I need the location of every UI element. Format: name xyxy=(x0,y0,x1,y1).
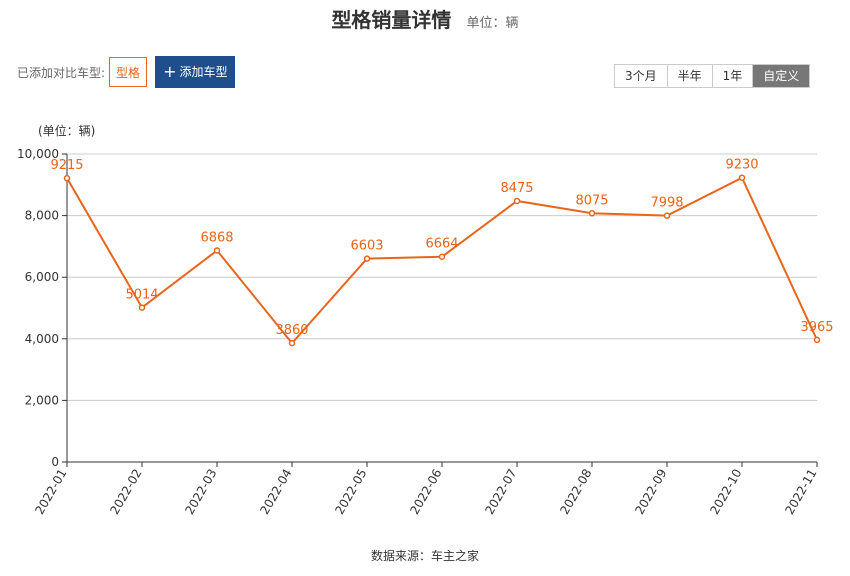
data-label: 5014 xyxy=(125,288,158,303)
x-tick-label: 2022-07 xyxy=(482,467,519,517)
y-tick-label: 8,000 xyxy=(25,209,59,223)
data-source: 数据来源：车主之家 xyxy=(370,549,479,563)
add-model-label: 添加车型 xyxy=(179,65,228,79)
range-1-year-button[interactable]: 1年 xyxy=(712,65,754,87)
data-point xyxy=(738,174,746,181)
title-unit: 单位：辆 xyxy=(466,16,519,31)
data-point xyxy=(663,212,671,219)
data-label: 6603 xyxy=(350,239,383,254)
y-axis-unit-label: (单位：辆) xyxy=(38,124,96,138)
series-line xyxy=(66,176,818,345)
data-point xyxy=(213,247,221,254)
data-point xyxy=(138,304,146,311)
compare-label: 已添加对比车型: xyxy=(17,65,106,80)
y-tick-label: 2,000 xyxy=(25,393,59,407)
data-point xyxy=(438,253,446,260)
data-label: 6664 xyxy=(425,237,458,252)
x-tick-label: 2022-08 xyxy=(557,467,594,517)
plus-icon: + xyxy=(163,62,177,81)
data-point xyxy=(513,197,521,205)
data-label: 3860 xyxy=(275,323,308,338)
data-label: 9215 xyxy=(50,158,83,173)
data-label: 8475 xyxy=(500,181,533,196)
data-point xyxy=(813,336,821,344)
x-tick-label: 2022-09 xyxy=(632,467,669,517)
x-tick-label: 2022-06 xyxy=(407,467,444,517)
x-tick-label: 2022-01 xyxy=(32,467,69,517)
x-tick-label: 2022-02 xyxy=(107,467,144,517)
x-tick-label: 2022-04 xyxy=(257,467,294,517)
range-3-months-button[interactable]: 3个月 xyxy=(615,65,668,87)
data-label: 6868 xyxy=(200,230,233,245)
range-custom-button[interactable]: 自定义 xyxy=(753,65,810,87)
page-title: 型格销量详情 xyxy=(331,8,452,32)
y-tick-label: 10,000 xyxy=(17,147,59,161)
data-label: 8075 xyxy=(575,193,608,208)
range-half-year-button[interactable]: 半年 xyxy=(667,65,713,87)
data-point xyxy=(363,255,371,262)
x-tick-label: 2022-03 xyxy=(182,467,219,517)
add-model-button[interactable]: + 添加车型 xyxy=(155,56,236,88)
x-tick-label: 2022-11 xyxy=(782,467,819,517)
y-tick-label: 0 xyxy=(51,455,59,469)
x-tick-label: 2022-05 xyxy=(332,467,369,517)
data-point xyxy=(288,339,296,347)
model-tag[interactable]: 型格 xyxy=(109,57,148,87)
y-tick-label: 6,000 xyxy=(25,270,59,284)
compare-row: 已添加对比车型: 型格 + 添加车型 xyxy=(17,56,236,88)
data-point xyxy=(63,174,71,182)
y-tick-label: 4,000 xyxy=(25,332,59,346)
data-label: 3965 xyxy=(800,320,833,335)
x-tick-label: 2022-10 xyxy=(707,467,744,517)
data-label: 7998 xyxy=(650,196,683,211)
title-row: 型格销量详情 单位：辆 xyxy=(0,4,850,33)
data-label: 9230 xyxy=(725,158,758,173)
data-point xyxy=(588,210,596,217)
range-selector: 3个月 半年 1年 自定义 xyxy=(614,64,811,88)
